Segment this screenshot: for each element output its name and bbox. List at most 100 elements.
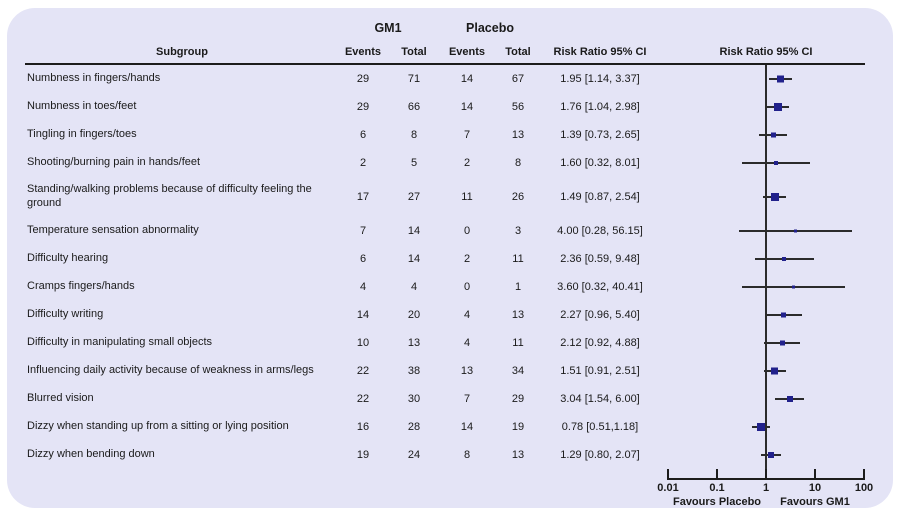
gm1-total-value: 14 xyxy=(407,253,421,265)
forest-plot-cell xyxy=(659,273,887,301)
risk-ratio-ci-text: 1.49 [0.87, 2.54] xyxy=(560,191,640,203)
gm1-events-value: 4 xyxy=(359,281,367,293)
point-estimate-marker xyxy=(771,367,779,375)
placebo-total-value: 26 xyxy=(511,191,525,203)
table-row: Difficulty in manipulating small objects… xyxy=(27,329,893,357)
point-estimate-marker xyxy=(791,285,795,289)
placebo-total-value: 13 xyxy=(511,309,525,321)
placebo-total-value: 13 xyxy=(511,449,525,461)
point-estimate-marker xyxy=(774,103,782,111)
placebo-events-value: 13 xyxy=(460,365,474,377)
gm1-events-value: 29 xyxy=(356,101,370,113)
placebo-events-value: 4 xyxy=(463,337,471,349)
forest-plot-cell xyxy=(659,65,887,93)
point-estimate-marker xyxy=(770,193,779,201)
axis-tick xyxy=(716,469,718,480)
risk-ratio-ci-text: 1.29 [0.80, 2.07] xyxy=(560,449,640,461)
axis-tick xyxy=(667,469,669,480)
column-header-row: Subgroup Events Total Events Total Risk … xyxy=(27,40,893,63)
gm1-total-value: 30 xyxy=(407,393,421,405)
group-header-gm1: GM1 xyxy=(374,21,402,35)
gm1-events-value: 2 xyxy=(359,157,367,169)
placebo-total-value: 11 xyxy=(512,253,524,265)
gm1-events-value: 14 xyxy=(356,309,370,321)
subgroup-label: Difficulty in manipulating small objects xyxy=(27,336,213,349)
point-estimate-marker xyxy=(756,423,765,431)
gm1-total-value: 20 xyxy=(407,309,421,321)
risk-ratio-ci-text: 1.39 [0.73, 2.65] xyxy=(560,129,640,141)
placebo-events-value: 0 xyxy=(463,225,471,237)
placebo-events-value: 0 xyxy=(463,281,471,293)
column-header-risk-ratio: Risk Ratio 95% CI xyxy=(553,45,647,58)
subgroup-label: Numbness in fingers/hands xyxy=(27,72,161,85)
forest-plot-card: GM1 Placebo Subgroup Events Total Events… xyxy=(7,8,893,508)
forest-plot-cell xyxy=(659,385,887,413)
placebo-total-value: 13 xyxy=(511,129,525,141)
point-estimate-marker xyxy=(786,396,793,402)
group-header-row: GM1 Placebo xyxy=(27,16,893,40)
forest-plot-cell xyxy=(659,93,887,121)
column-header-gm1-total: Total xyxy=(401,45,427,58)
placebo-total-value: 29 xyxy=(511,393,525,405)
point-estimate-marker xyxy=(774,161,778,165)
gm1-total-value: 38 xyxy=(407,365,421,377)
placebo-total-value: 1 xyxy=(514,281,522,293)
axis-tick xyxy=(765,469,767,480)
forest-plot-cell xyxy=(659,441,887,469)
gm1-total-value: 71 xyxy=(407,73,421,85)
gm1-total-value: 4 xyxy=(410,281,418,293)
placebo-events-value: 2 xyxy=(463,253,471,265)
subgroup-label: Numbness in toes/feet xyxy=(27,100,137,113)
table-row: Tingling in fingers/toes 6 8 7 13 1.39 [0.73,… xyxy=(27,121,893,149)
column-header-subgroup: Subgroup xyxy=(156,45,208,58)
subgroup-label: Dizzy when standing up from a sitting or… xyxy=(27,420,289,433)
placebo-total-value: 19 xyxy=(511,421,525,433)
gm1-events-value: 29 xyxy=(356,73,370,85)
gm1-total-value: 5 xyxy=(410,157,418,169)
risk-ratio-ci-text: 2.12 [0.92, 4.88] xyxy=(560,337,640,349)
table-row: Difficulty hearing 6 14 2 11 2.36 [0.59, 9.48… xyxy=(27,245,893,273)
forest-plot-cell xyxy=(659,357,887,385)
gm1-total-value: 14 xyxy=(407,225,421,237)
subgroup-label: Shooting/burning pain in hands/feet xyxy=(27,156,201,169)
gm1-total-value: 66 xyxy=(407,101,421,113)
table-row: Shooting/burning pain in hands/feet 2 5 2 8 1… xyxy=(27,149,893,177)
forest-plot-cell xyxy=(659,245,887,273)
table-row: Cramps fingers/hands 4 4 0 1 3.60 [0.32, 40.4… xyxy=(27,273,893,301)
gm1-total-value: 24 xyxy=(407,449,421,461)
placebo-total-value: 34 xyxy=(511,365,525,377)
subgroup-label: Temperature sensation abnormality xyxy=(27,224,199,237)
subgroup-label: Dizzy when bending down xyxy=(27,448,155,461)
forest-plot-cell xyxy=(659,149,887,177)
forest-plot-cell xyxy=(659,301,887,329)
gm1-events-value: 6 xyxy=(359,253,367,265)
gm1-events-value: 19 xyxy=(356,449,370,461)
favours-gm1-label: Favours GM1 xyxy=(780,496,850,508)
axis-tick xyxy=(863,469,865,480)
axis-tick-label: 10 xyxy=(808,482,822,494)
placebo-total-value: 56 xyxy=(511,101,525,113)
placebo-total-value: 11 xyxy=(512,337,524,349)
column-header-placebo-events: Events xyxy=(448,45,486,58)
group-header-placebo: Placebo xyxy=(466,21,514,35)
point-estimate-marker xyxy=(794,229,797,233)
table-row: Dizzy when standing up from a sitting or… xyxy=(27,413,893,441)
reference-line xyxy=(765,93,767,121)
column-header-gm1-events: Events xyxy=(344,45,382,58)
risk-ratio-ci-text: 2.27 [0.96, 5.40] xyxy=(560,309,640,321)
point-estimate-marker xyxy=(776,75,784,83)
gm1-events-value: 22 xyxy=(356,393,370,405)
gm1-events-value: 6 xyxy=(359,129,367,141)
table-row: Standing/walking problems because of dif… xyxy=(27,177,893,217)
gm1-total-value: 8 xyxy=(410,129,418,141)
subgroup-label: Standing/walking problems because of dif… xyxy=(27,183,312,209)
risk-ratio-ci-text: 4.00 [0.28, 56.15] xyxy=(557,225,643,237)
table-row: Influencing daily activity because of we… xyxy=(27,357,893,385)
point-estimate-marker xyxy=(780,312,786,318)
axis-tick xyxy=(814,469,816,480)
placebo-events-value: 2 xyxy=(463,157,471,169)
gm1-total-value: 28 xyxy=(407,421,421,433)
subgroup-label: Influencing daily activity because of we… xyxy=(27,364,314,377)
gm1-events-value: 10 xyxy=(356,337,370,349)
placebo-events-value: 14 xyxy=(460,421,474,433)
